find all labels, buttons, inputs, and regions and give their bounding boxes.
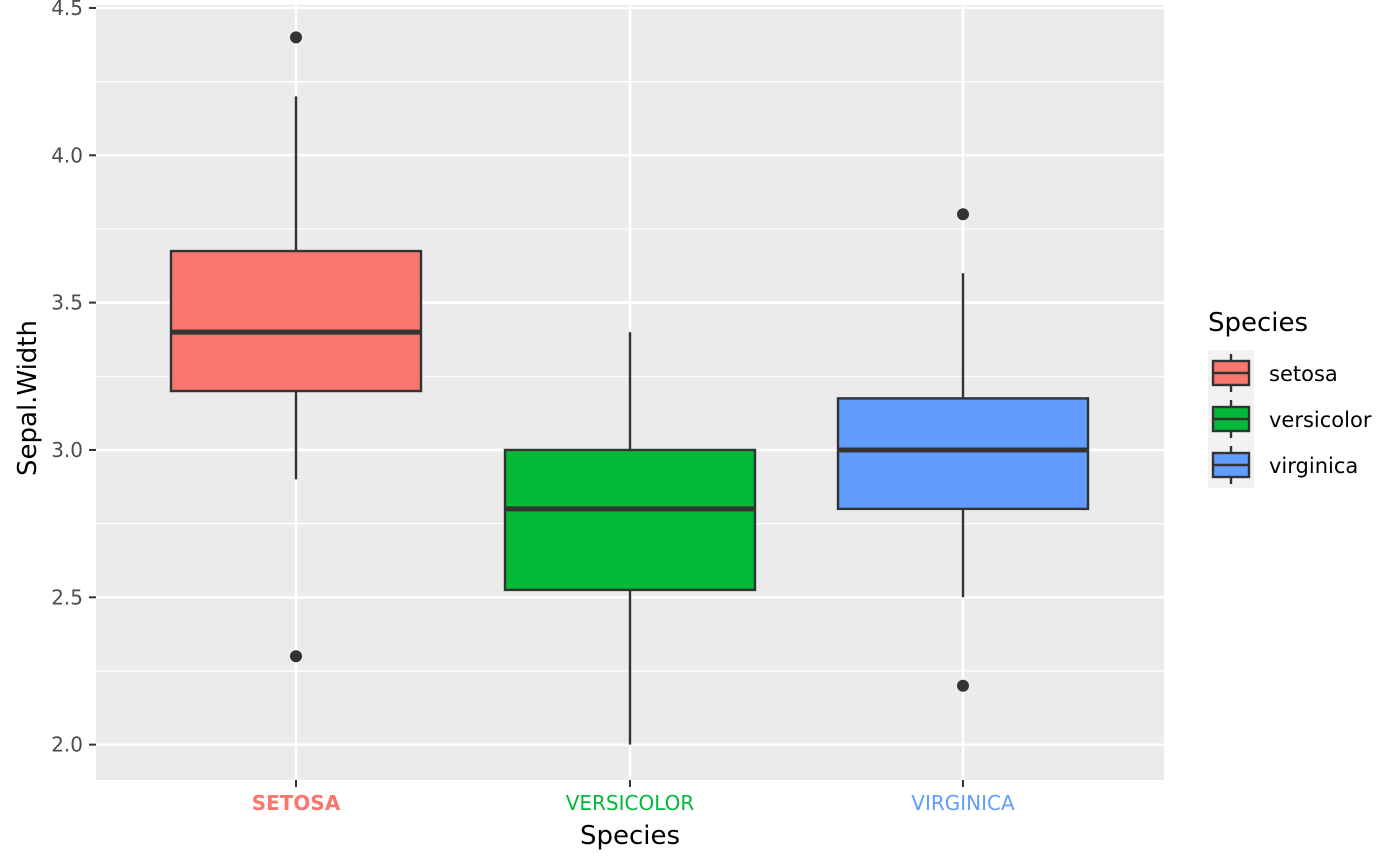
y-tick-label: 3.5 [51,291,83,315]
legend: Species setosa versicolor virginica [1208,308,1372,488]
box-body [503,448,757,592]
y-tick-label: 2.5 [51,585,83,609]
y-tick-label: 4.5 [51,0,83,20]
outlier-point [957,679,969,692]
box-body [836,397,1090,511]
y-tick-label: 4.0 [51,143,83,167]
x-axis-title: Species [580,821,680,851]
x-axis: SETOSA VERSICOLOR VIRGINICA [252,780,1015,815]
legend-key-versicolor [1208,396,1254,442]
y-tick-label: 2.0 [51,733,83,757]
legend-label: versicolor [1269,408,1372,432]
x-tick-label: SETOSA [252,791,341,815]
x-tick-label: VERSICOLOR [566,791,695,815]
x-tick-label: VIRGINICA [911,791,1015,815]
outlier-point [290,31,302,44]
outlier-point [290,650,302,663]
y-tick-label: 3.0 [51,438,83,462]
legend-title: Species [1208,308,1308,338]
box-setosa [169,31,423,663]
outlier-point [957,208,969,221]
legend-label: setosa [1269,362,1338,386]
y-axis-title: Sepal.Width [13,320,43,476]
box-versicolor [503,332,757,745]
y-axis: 2.0 2.5 3.0 3.5 4.0 4.5 [51,0,96,757]
legend-key-virginica [1208,442,1254,488]
legend-key-setosa [1208,350,1254,396]
box-virginica [836,208,1090,692]
box-body [169,249,423,393]
legend-label: virginica [1269,454,1358,478]
boxes [169,31,1090,745]
